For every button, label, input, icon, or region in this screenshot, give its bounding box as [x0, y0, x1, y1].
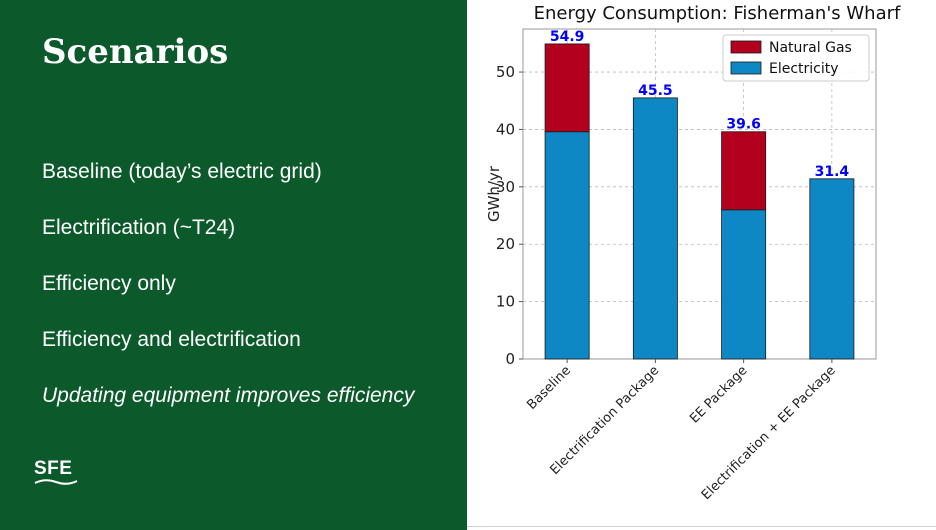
sfe-logo: SFE — [34, 458, 73, 479]
left-panel: Scenarios Baseline (today’s electric gri… — [0, 0, 467, 530]
total-label: 39.6 — [726, 117, 761, 133]
scenario-item-baseline: Baseline (today’s electric grid) — [42, 160, 322, 183]
scenario-item-electrification: Electrification (~T24) — [42, 216, 236, 239]
bottom-divider — [467, 526, 936, 527]
y-axis-label: GWh/yr — [485, 165, 503, 222]
y-tick-label: 30 — [496, 178, 515, 196]
scenario-item-efficiency-electrification: Efficiency and electrification — [42, 328, 301, 351]
bar-natural-gas — [544, 43, 590, 133]
bar-electricity — [721, 209, 767, 360]
energy-chart: 0 10 20 30 40 50 54.9 45.5 39.6 31.4 Baseline Elect… — [485, 3, 901, 503]
y-tick-label: 50 — [496, 63, 515, 81]
total-label: 31.4 — [815, 164, 850, 180]
slide-title: Scenarios — [42, 32, 229, 72]
scenario-note: Updating equipment improves efficiency — [42, 384, 415, 407]
chart-title: Energy Consumption: Fisherman's Wharf — [534, 3, 901, 24]
bar-natural-gas — [721, 131, 767, 211]
y-tick-label: 20 — [496, 235, 515, 253]
scenario-list: Baseline (today’s electric grid) Electri… — [42, 150, 322, 374]
y-tick-label: 10 — [496, 293, 515, 311]
x-tick-label: Baseline — [524, 363, 574, 413]
y-tick-label: 40 — [496, 120, 515, 138]
scenario-item-efficiency: Efficiency only — [42, 272, 176, 295]
bar-electricity — [544, 131, 590, 360]
legend-swatch — [730, 40, 762, 54]
bar-electricity — [809, 178, 855, 360]
x-tick-label: EE Package — [687, 363, 750, 426]
y-tick-label: 0 — [505, 350, 515, 368]
legend-label: Electricity — [769, 61, 839, 77]
total-label: 54.9 — [550, 29, 585, 45]
total-label: 45.5 — [638, 83, 673, 99]
chart-area: 0 10 20 30 40 50 54.9 45.5 39.6 31.4 Baseline Elect… — [467, 0, 936, 530]
logo-wave-icon — [34, 479, 78, 485]
legend-label: Natural Gas — [769, 40, 852, 56]
bar-electricity — [632, 97, 678, 360]
legend-swatch — [730, 61, 762, 75]
